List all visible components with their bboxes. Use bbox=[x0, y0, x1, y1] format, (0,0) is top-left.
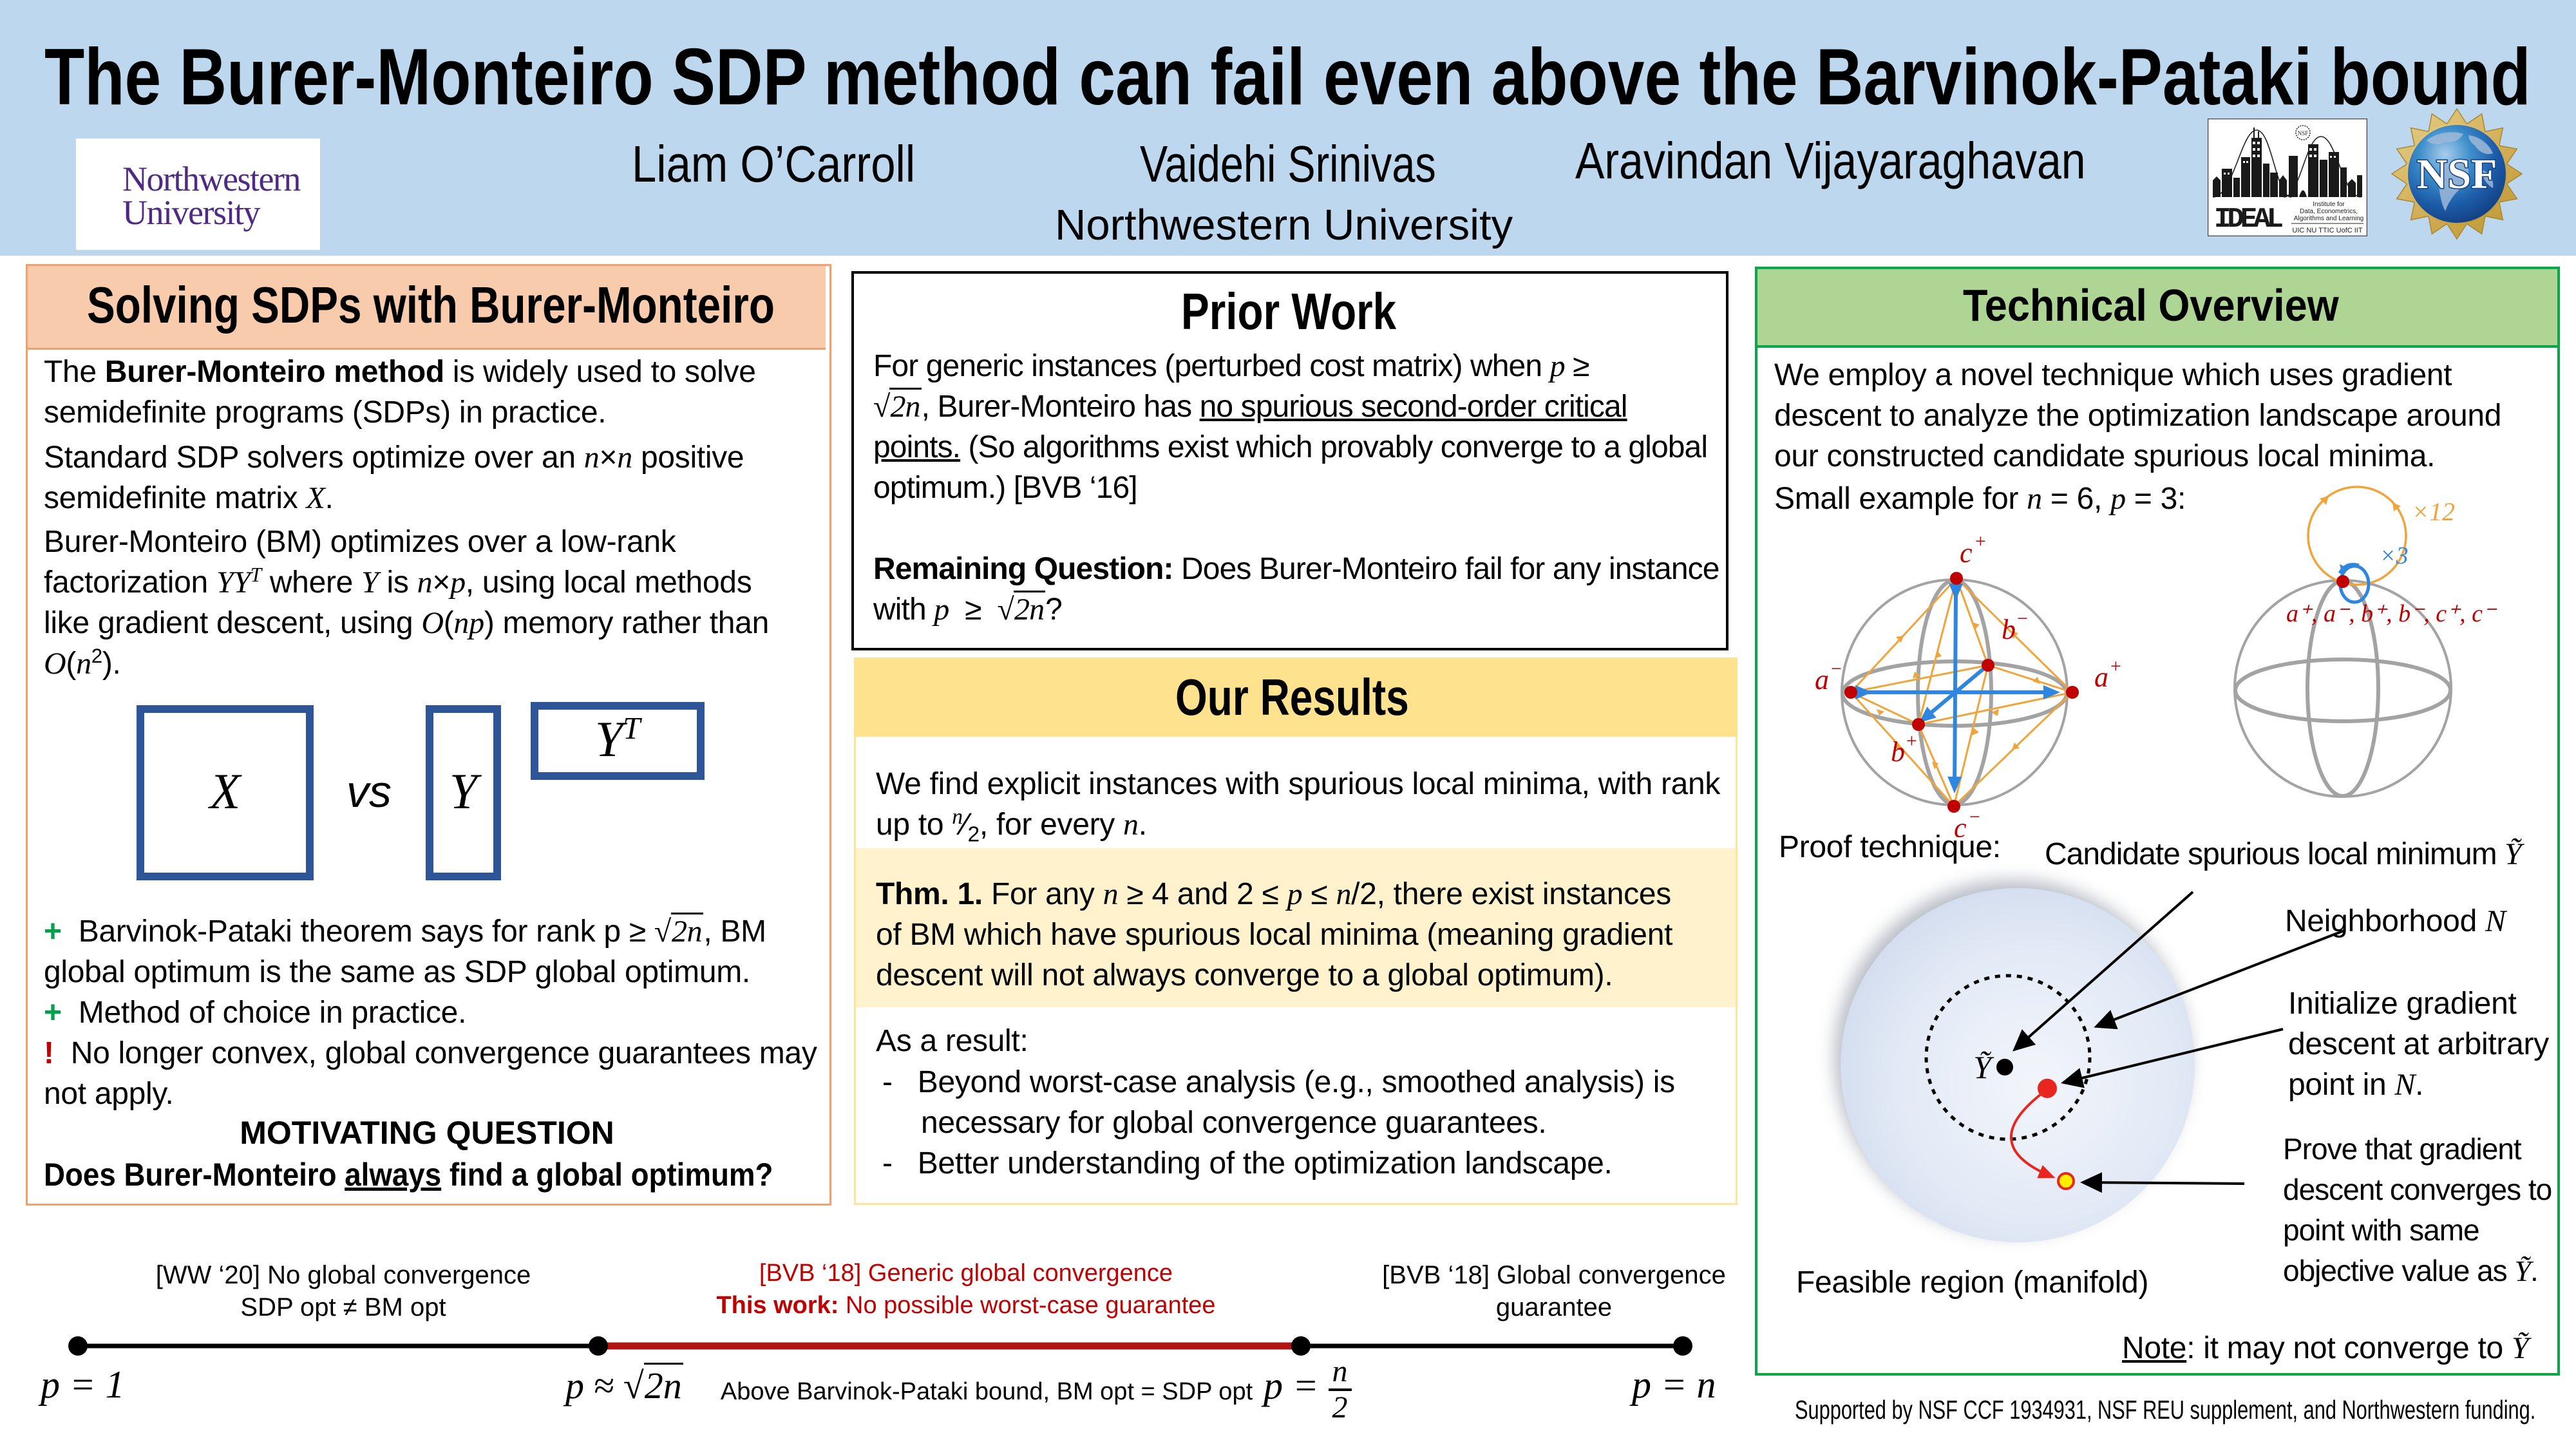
svg-text:−: − bbox=[2016, 608, 2029, 629]
svg-text:a: a bbox=[2094, 661, 2108, 693]
svg-text:Institute for: Institute for bbox=[2313, 201, 2345, 208]
svg-text:b: b bbox=[1891, 736, 1905, 768]
svg-text:a: a bbox=[1815, 664, 1829, 696]
svg-text:×3: ×3 bbox=[2380, 542, 2409, 569]
svg-text:c: c bbox=[1954, 812, 1967, 837]
svg-text:UIC NU TTIC UofC IIT: UIC NU TTIC UofC IIT bbox=[2292, 227, 2362, 234]
svg-text:−: − bbox=[1830, 658, 1842, 679]
svg-text:Algorithms and Learning: Algorithms and Learning bbox=[2294, 215, 2363, 222]
svg-text:Data, Econometrics,: Data, Econometrics, bbox=[2300, 208, 2358, 215]
svg-text:b: b bbox=[2002, 614, 2016, 645]
svg-text:×12: ×12 bbox=[2412, 497, 2455, 526]
svg-text:NSF: NSF bbox=[2298, 130, 2309, 137]
svg-text:+: + bbox=[2109, 656, 2122, 677]
svg-text:−: − bbox=[1968, 806, 1981, 828]
svg-text:Ỹ: Ỹ bbox=[1973, 1049, 1994, 1085]
svg-text:+: + bbox=[1905, 730, 1918, 752]
svg-text:c: c bbox=[1960, 537, 1973, 569]
svg-text:a⁺, a⁻, b⁺, b⁻, c⁺, c⁻: a⁺, a⁻, b⁺, b⁻, c⁺, c⁻ bbox=[2286, 600, 2497, 627]
svg-text:+: + bbox=[1974, 531, 1987, 552]
svg-text:NSF: NSF bbox=[2417, 151, 2497, 198]
svg-text:IDEAL: IDEAL bbox=[2214, 204, 2284, 236]
